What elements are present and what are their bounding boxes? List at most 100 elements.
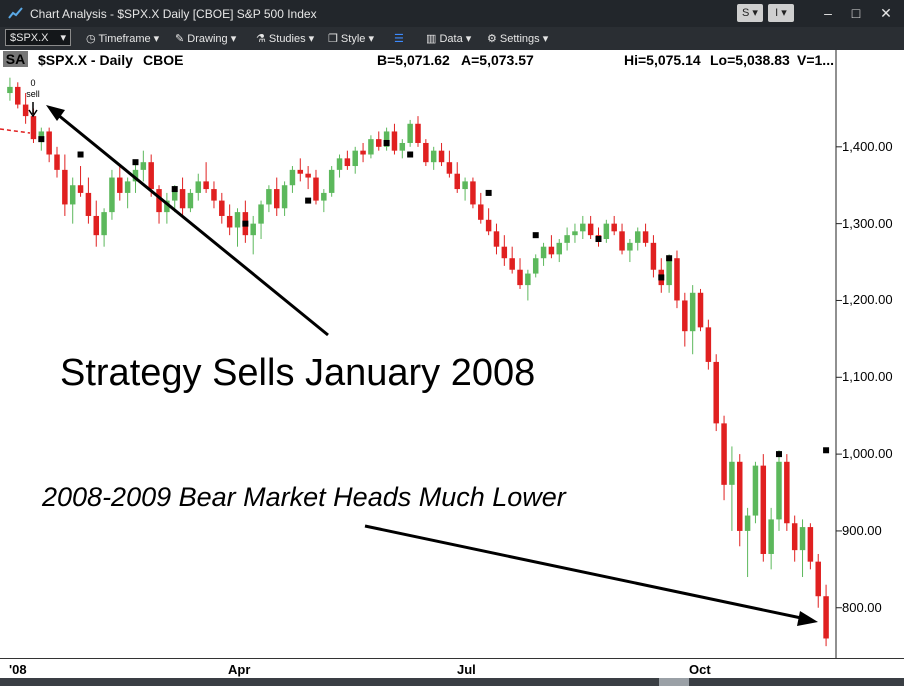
- candle-body: [328, 169, 335, 193]
- chart-area[interactable]: SA $SPX.X - Daily CBOE B=5,071.62 A=5,07…: [0, 50, 904, 658]
- candle-body: [297, 169, 304, 174]
- candle-body: [250, 223, 256, 236]
- candle-body: [313, 177, 319, 201]
- signal-marker: [305, 197, 312, 204]
- chevron-down-icon: ▾: [60, 32, 66, 44]
- maximize-button[interactable]: □: [851, 5, 861, 21]
- candle-body: [587, 223, 594, 236]
- title-bar: Chart Analysis - $SPX.X Daily [CBOE] S&P…: [0, 0, 904, 27]
- strategy-arrowhead: [46, 105, 65, 121]
- candle-body: [30, 116, 37, 140]
- candle-body: [729, 461, 735, 485]
- studies-label: Studies: [268, 33, 306, 45]
- candle-body: [7, 86, 13, 94]
- sell-arrow-icon: [28, 102, 38, 118]
- candle-body: [768, 519, 774, 554]
- studies-menu[interactable]: ⚗ Studies ▾: [256, 33, 315, 45]
- candle-body: [548, 246, 555, 255]
- x-tick-label: Apr: [228, 662, 251, 677]
- candle-body: [46, 131, 52, 155]
- candle-body: [501, 246, 508, 259]
- candle-body: [784, 461, 790, 524]
- candle-body: [69, 185, 76, 205]
- strategy-arrow-line: [51, 108, 329, 337]
- signal-marker: [171, 186, 178, 193]
- candle-body: [430, 150, 437, 163]
- candle-body: [148, 162, 154, 190]
- candle-body: [760, 465, 767, 554]
- minimize-button[interactable]: –: [824, 5, 832, 21]
- candle-body: [666, 258, 672, 286]
- candle-body: [697, 292, 704, 328]
- i-menu-button[interactable]: I ▾: [768, 4, 794, 22]
- candle-body: [336, 158, 343, 170]
- drawing-label: Drawing: [187, 33, 228, 45]
- candle-body: [744, 515, 751, 531]
- symbol-input[interactable]: $SPX.X ▾: [5, 29, 71, 46]
- scrollbar-thumb[interactable]: [659, 678, 689, 686]
- candle-body: [62, 169, 68, 205]
- data-label: Data: [439, 33, 463, 45]
- settings-menu[interactable]: ⚙ Settings ▾: [487, 33, 549, 45]
- candle-body: [407, 123, 413, 143]
- candle-body: [470, 181, 476, 205]
- drawing-menu[interactable]: ✎ Drawing ▾: [175, 33, 237, 45]
- price-chart[interactable]: 0 sell Strategy Sells January 2008 2008-…: [0, 50, 904, 658]
- signal-markers: [38, 136, 830, 458]
- candle-body: [799, 527, 806, 551]
- symbol-value: $SPX.X: [10, 32, 49, 44]
- signal-marker: [383, 139, 390, 146]
- strategy-sells-text: Strategy Sells January 2008: [60, 352, 535, 394]
- candle-body: [572, 231, 578, 236]
- candle-body: [423, 142, 429, 163]
- candle-body: [399, 142, 406, 151]
- candle-body: [368, 139, 374, 155]
- x-tick-label: '08: [9, 662, 27, 677]
- candle-body: [713, 361, 719, 424]
- candle-body: [195, 181, 202, 193]
- timeframe-menu[interactable]: ◷ Timeframe ▾: [86, 33, 160, 45]
- data-menu[interactable]: ▥ Data ▾: [426, 33, 472, 45]
- horizontal-scrollbar[interactable]: [0, 678, 904, 686]
- signal-marker: [532, 232, 539, 239]
- close-button[interactable]: ✕: [880, 5, 892, 21]
- signal-marker: [595, 236, 602, 243]
- candle-body: [415, 123, 421, 143]
- signal-marker: [823, 447, 830, 454]
- candle-body: [509, 258, 515, 270]
- sa-badge: SA: [3, 51, 28, 67]
- candle-body: [289, 169, 296, 186]
- signal-marker: [38, 136, 45, 143]
- candle-body: [807, 527, 814, 562]
- style-menu[interactable]: ❐ Style ▾: [328, 33, 374, 45]
- candle-body: [132, 169, 139, 182]
- y-tick-label: 1,200.00: [842, 292, 893, 308]
- candle-body: [752, 465, 759, 516]
- candle-body: [485, 219, 492, 232]
- timeframe-label: Timeframe: [98, 33, 151, 45]
- candle-body: [15, 86, 21, 105]
- candle-body: [603, 223, 610, 240]
- symbol-label: $SPX.X - Daily: [38, 52, 133, 68]
- candle-body: [321, 192, 327, 201]
- candle-body: [478, 204, 484, 220]
- candle-body: [564, 235, 570, 243]
- layout-icon[interactable]: ☰: [394, 33, 404, 45]
- candle-body: [556, 242, 563, 255]
- candle-body: [532, 258, 539, 274]
- signal-marker: [132, 159, 139, 166]
- candle-body: [650, 242, 657, 270]
- candle-body: [438, 150, 445, 163]
- candle-body: [682, 300, 688, 332]
- candle-body: [634, 231, 641, 243]
- candle-body: [344, 158, 351, 167]
- style-label: Style: [340, 33, 366, 45]
- candle-body: [721, 423, 727, 485]
- candle-body: [446, 162, 453, 174]
- info-bar: SA $SPX.X - Daily CBOE B=5,071.62 A=5,07…: [0, 50, 836, 68]
- candle-body: [674, 258, 680, 301]
- s-menu-button[interactable]: S ▾: [737, 4, 763, 22]
- volume-value: V=1...: [797, 52, 834, 68]
- candle-body: [360, 150, 366, 155]
- toolbar: $SPX.X ▾ ◷ Timeframe ▾ ✎ Drawing ▾ ⚗ Stud…: [0, 27, 904, 50]
